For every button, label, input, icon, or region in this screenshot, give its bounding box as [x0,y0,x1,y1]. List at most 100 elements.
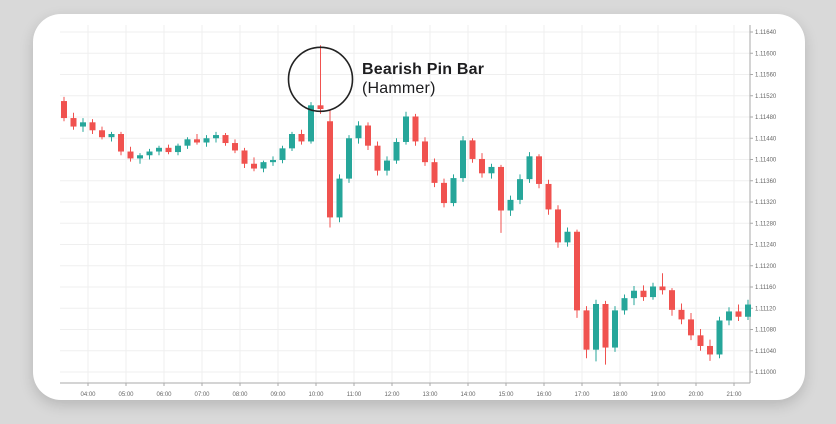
candle-body [156,147,162,152]
candle-body [270,160,276,163]
time-axis-label: 20:00 [688,392,704,398]
candle-body [213,135,219,139]
candle-body [289,134,295,149]
candle-body [488,166,495,174]
candle-body [108,134,115,138]
candle-body [403,116,409,142]
candle-body [327,121,333,218]
candle-body [659,286,666,291]
candle-body [175,145,181,153]
time-axis-label: 04:00 [80,392,96,398]
time-axis-label: 14:00 [460,392,476,398]
candle-body [640,290,647,298]
price-axis-label: 1.11320 [755,200,777,206]
price-axis-label: 1.11640 [755,30,777,36]
candle-body [479,158,485,174]
candle-body [194,139,200,143]
candle-body [365,125,371,146]
candle-body [298,134,305,142]
candle-body [137,155,143,159]
candle-body [232,143,238,151]
candle-body [650,286,656,298]
candle-body [583,310,590,350]
candle-body [308,105,314,142]
candle-body [431,162,438,183]
candle-body [184,139,191,146]
candle-body [507,199,514,211]
price-axis-label: 1.11440 [755,136,777,142]
time-axis-label: 08:00 [232,392,248,398]
time-axis-label: 21:00 [726,392,742,398]
annotation-title: Bearish Pin Bar [362,61,485,78]
candle-body [564,231,571,243]
candle-body [460,140,466,179]
candle-body [222,135,229,144]
candle-body [61,101,67,119]
candle-body [127,151,134,159]
time-axis-label: 07:00 [194,392,210,398]
candle-body [374,145,381,171]
candle-body [517,179,523,200]
candle-body [536,156,542,184]
candle-body [317,105,324,110]
candle-body [89,122,96,131]
candle-body [346,138,352,179]
time-axis-label: 19:00 [650,392,666,398]
candle-body [678,309,685,320]
candle-body [688,319,694,336]
candle-body [707,345,713,355]
time-axis-label: 17:00 [574,392,590,398]
price-axis-label: 1.11520 [755,94,777,100]
candle-body [726,311,732,321]
time-axis-label: 05:00 [118,392,134,398]
time-axis-label: 16:00 [536,392,552,398]
candle-body [118,134,124,152]
price-axis-label: 1.11240 [755,243,777,249]
candle-body [735,311,742,317]
candle-body [574,231,580,311]
candle-body [146,151,153,156]
candle-body [469,140,476,159]
price-axis-label: 1.11360 [755,179,777,185]
candle-body [422,141,428,163]
candle-body [555,209,561,243]
time-axis-label: 12:00 [384,392,400,398]
candle-body [450,178,457,204]
candle-body [441,182,447,204]
candle-body [393,141,400,161]
time-axis-label: 09:00 [270,392,286,398]
time-axis-label: 11:00 [347,392,362,398]
candle-body [279,148,286,161]
price-axis-label: 1.11560 [755,73,777,79]
candlestick-chart: 1.11640 1.11600 1.11560 1.11520 1.11480 1.114… [60,25,777,398]
time-axis-label: 13:00 [422,392,438,398]
price-axis-label: 1.11200 [755,264,777,270]
price-axis-label: 1.11600 [755,51,777,57]
candle-body [631,290,637,299]
price-axis-label: 1.11160 [755,285,776,291]
candle-body [241,150,248,164]
candle-body [355,125,362,139]
price-axis-label: 1.11040 [755,349,777,355]
candle-body [745,304,751,317]
candle-body [336,178,343,218]
candle-body [165,147,172,153]
candle-body [70,118,77,127]
annotation-subtitle: (Hammer) [362,80,436,97]
candle-body [593,304,599,350]
candle-body [203,138,210,143]
candle-body [602,304,609,348]
price-axis-label: 1.11120 [755,306,776,312]
candle-body [612,310,618,348]
candle-body [80,122,86,127]
time-axis-label: 06:00 [156,392,172,398]
time-axis-label: 10:00 [308,392,324,398]
candle-body [716,320,723,355]
price-axis-label: 1.11080 [755,328,777,334]
price-axis-label: 1.11480 [755,115,777,121]
price-axis-label: 1.11280 [755,221,777,227]
chart-card: 1.11640 1.11600 1.11560 1.11520 1.11480 1.114… [33,14,805,400]
annotation-circle [287,46,354,113]
candle-body [412,116,419,142]
candle-body [384,160,390,171]
